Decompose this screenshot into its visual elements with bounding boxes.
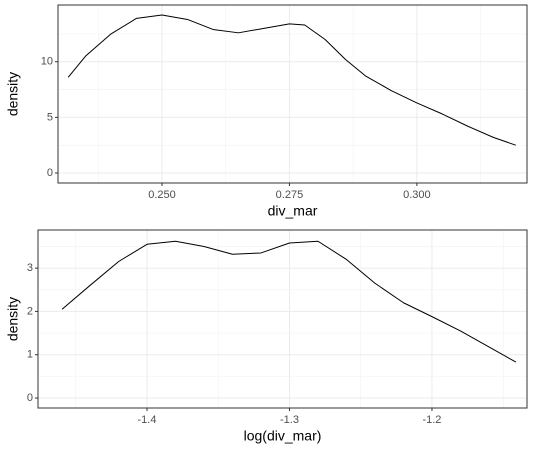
panel-border	[57, 4, 528, 184]
y-tick-label: 2	[27, 305, 33, 317]
x-tick-label: 0.275	[276, 189, 304, 201]
x-tick-label: -1.3	[280, 414, 299, 426]
x-axis-title: log(div_mar)	[244, 428, 322, 444]
y-tick-label: 5	[47, 111, 53, 123]
x-tick-label: 0.250	[148, 189, 176, 201]
y-tick-label: 0	[27, 392, 33, 404]
y-tick-label: 1	[27, 349, 33, 361]
panel-border	[37, 229, 528, 409]
x-axis-title: div_mar	[268, 203, 318, 219]
y-tick-label: 0	[47, 167, 53, 179]
y-axis-title: density	[5, 297, 21, 341]
x-tick-label: -1.4	[138, 414, 157, 426]
x-tick-label: -1.2	[422, 414, 441, 426]
y-axis-title: density	[5, 72, 21, 116]
density-line	[61, 240, 517, 363]
density-line	[67, 14, 516, 146]
y-tick-label: 10	[41, 56, 53, 68]
y-tick-label: 3	[27, 262, 33, 274]
x-tick-label: 0.300	[403, 189, 431, 201]
